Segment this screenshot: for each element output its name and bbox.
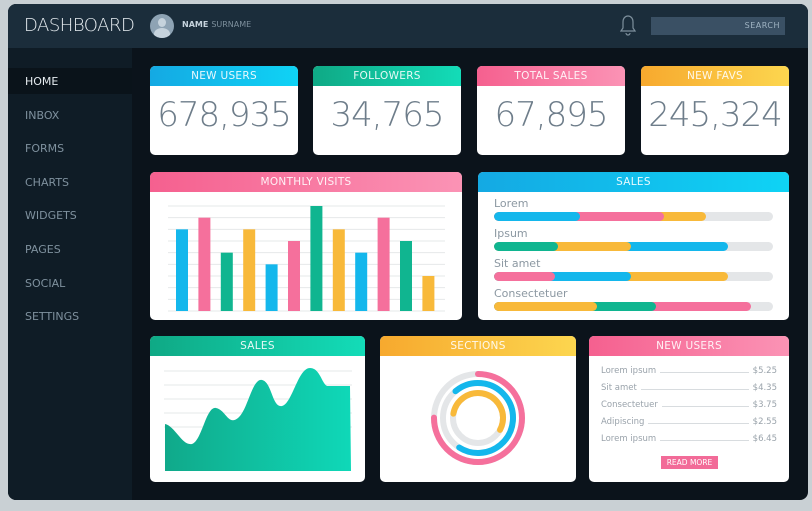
visit-bar <box>265 264 278 311</box>
ring-blue <box>440 380 516 456</box>
sections-ring-chart <box>431 371 525 465</box>
card-title: NEW USERS <box>589 336 789 356</box>
ring-pink <box>431 371 525 465</box>
progress-label: Lorem <box>494 197 529 210</box>
item-value: $2.55 <box>752 416 777 427</box>
read-more-button[interactable]: READ MORE <box>661 456 718 469</box>
progress-label: Ipsum <box>494 227 528 240</box>
list-item: Lorem ipsum $6.45 <box>601 430 777 447</box>
leader-line <box>660 440 749 441</box>
stat-value: 245,324 <box>648 95 783 135</box>
item-label: Adipiscing <box>601 416 645 427</box>
visit-bar <box>243 229 256 311</box>
sales-area-chart <box>164 368 352 471</box>
sidebar-item-widgets[interactable]: WIDGETS <box>25 209 77 223</box>
new-users-list-card: NEW USERS Lorem ipsum $5.25 Sit amet $4.35 C… <box>589 336 789 482</box>
stat-card-total-sales: TOTAL SALES 67,895 <box>477 66 625 155</box>
top-bar: DASHBOARD NAME SURNAME SEARCH <box>8 4 808 48</box>
sidebar-item-social[interactable]: SOCIAL <box>25 276 66 290</box>
stat-label: TOTAL SALES <box>477 66 625 86</box>
visit-bar <box>220 252 233 311</box>
leader-line <box>640 389 749 390</box>
item-value: $4.35 <box>752 382 777 393</box>
visit-bar <box>332 229 345 311</box>
search-input[interactable]: SEARCH <box>651 17 785 35</box>
visit-bar <box>377 217 390 311</box>
sidebar-item-pages[interactable]: PAGES <box>25 243 61 256</box>
progress-segment <box>494 272 556 281</box>
sidebar-item-forms[interactable]: FORMS <box>25 142 65 156</box>
ring-yellow <box>449 390 506 446</box>
sidebar: HOME INBOX FORMS CHARTS WIDGETS PAGES SOCIAL SE… <box>8 48 132 500</box>
list-item: Adipiscing $2.55 <box>601 413 777 430</box>
sidebar-item-settings[interactable]: SETTINGS <box>25 310 80 324</box>
progress-label: Consectetuer <box>494 287 568 300</box>
item-value: $5.25 <box>752 365 777 376</box>
monthly-visits-chart <box>168 205 445 312</box>
progress-track <box>494 302 773 311</box>
sidebar-item-charts[interactable]: CHARTS <box>25 175 70 189</box>
item-label: Sit amet <box>601 382 637 393</box>
user-last-name: SURNAME <box>211 20 252 29</box>
app-title: DASHBOARD <box>24 15 135 36</box>
card-title: SALES <box>150 336 365 356</box>
sales-area <box>165 368 351 471</box>
bell-icon[interactable] <box>620 14 636 36</box>
sections-card: SECTIONS <box>380 336 576 482</box>
visit-bar <box>176 229 188 311</box>
progress-segment <box>494 212 581 221</box>
item-label: Consectetuer <box>601 399 658 410</box>
list-item: Consectetuer $3.75 <box>601 396 777 413</box>
stat-card-followers: FOLLOWERS 34,765 <box>313 66 461 155</box>
progress-segment <box>494 272 631 281</box>
visit-bar <box>288 241 300 311</box>
sidebar-item-home[interactable]: HOME <box>8 68 132 94</box>
visit-bar <box>400 241 412 311</box>
card-title: SECTIONS <box>380 336 576 356</box>
stat-value: 67,895 <box>494 95 609 135</box>
visit-bar <box>310 206 323 311</box>
dashboard-window: DASHBOARD NAME SURNAME SEARCH HOME INBOX FO… <box>8 4 808 500</box>
sales-area-card: SALES <box>150 336 365 482</box>
progress-track <box>494 272 773 281</box>
stat-label: NEW USERS <box>150 66 298 86</box>
stat-value: 34,765 <box>330 95 445 135</box>
user-name[interactable]: NAME SURNAME <box>182 20 251 29</box>
item-value: $6.45 <box>752 433 777 444</box>
visit-bar <box>355 252 368 311</box>
leader-line <box>660 372 749 373</box>
card-title: MONTHLY VISITS <box>150 172 462 192</box>
user-first-name: NAME <box>182 20 209 29</box>
stat-label: NEW FAVS <box>641 66 789 86</box>
stat-card-new-users: NEW USERS 678,935 <box>150 66 298 155</box>
monthly-visits-card: MONTHLY VISITS <box>150 172 462 320</box>
progress-track <box>494 212 773 221</box>
item-label: Lorem ipsum <box>601 433 657 444</box>
visit-bar <box>422 276 435 311</box>
progress-label: Sit amet <box>494 257 541 270</box>
progress-segment <box>494 242 631 251</box>
card-title: SALES <box>478 172 789 192</box>
stat-card-new-favs: NEW FAVS 245,324 <box>641 66 789 155</box>
sales-bars-card: SALES Lorem Ipsum Sit amet Consectetuer <box>478 172 789 320</box>
progress-segment <box>494 302 598 311</box>
leader-line <box>648 423 749 424</box>
sidebar-item-inbox[interactable]: INBOX <box>25 108 60 122</box>
progress-track <box>494 242 773 251</box>
item-label: Lorem ipsum <box>601 365 657 376</box>
list-item: Lorem ipsum $5.25 <box>601 362 777 379</box>
stat-value: 678,935 <box>157 95 292 135</box>
visit-bar <box>198 217 211 311</box>
leader-line <box>661 406 749 407</box>
item-value: $3.75 <box>752 399 777 410</box>
progress-segment <box>494 242 559 251</box>
stat-label: FOLLOWERS <box>313 66 461 86</box>
list-item: Sit amet $4.35 <box>601 379 777 396</box>
user-avatar-icon[interactable] <box>150 14 174 38</box>
